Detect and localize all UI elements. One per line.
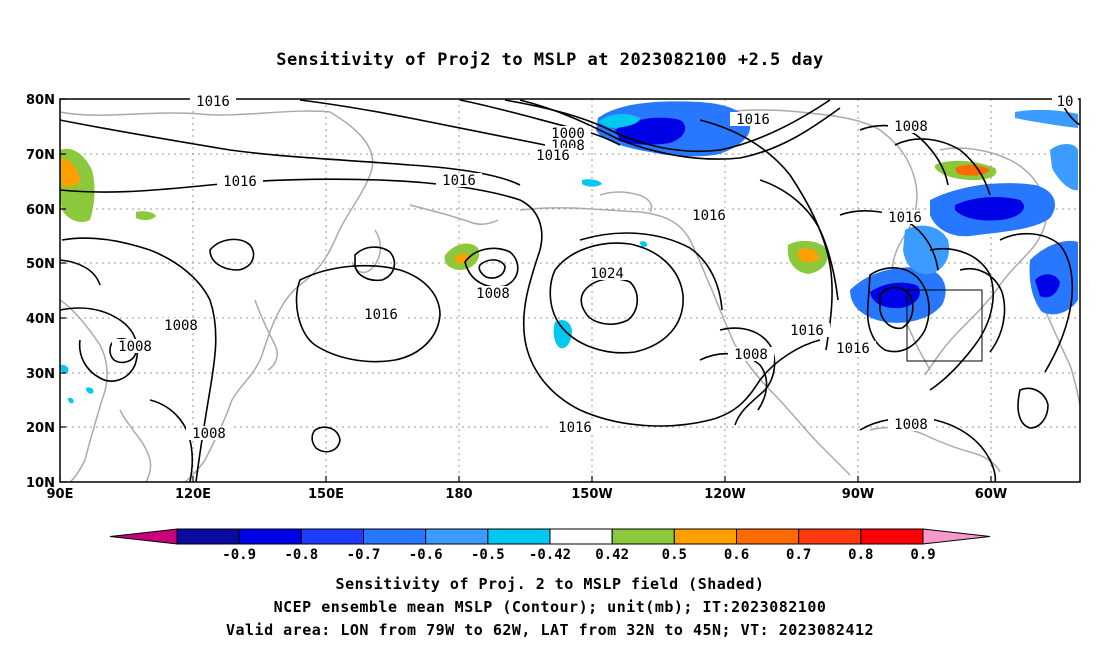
colorbar-label: 0.6 xyxy=(724,547,749,563)
shade-blob xyxy=(1050,144,1078,191)
lon-label: 150W xyxy=(571,487,612,502)
contour-label: 1008 xyxy=(164,318,198,334)
shade-blob xyxy=(60,158,80,187)
colorbar-swatch xyxy=(425,528,489,545)
shade-blob xyxy=(60,364,69,373)
colorbar-swatch xyxy=(736,528,800,545)
colorbar-label: -0.8 xyxy=(284,547,318,563)
colorbar-swatch xyxy=(176,528,240,545)
map-ticks xyxy=(59,98,992,483)
shade-blob xyxy=(955,197,1024,221)
shade-blob xyxy=(86,387,94,394)
shade-blob xyxy=(68,397,74,404)
colorbar-swatch xyxy=(798,528,862,545)
contour-label: 1016 xyxy=(888,210,922,226)
coastlines xyxy=(59,109,1081,483)
contour-label: 1008 xyxy=(192,426,226,442)
shade-blob xyxy=(640,241,648,247)
colorbar-swatch xyxy=(300,528,365,545)
caption-line-3: Valid area: LON from 79W to 62W, LAT fro… xyxy=(225,621,875,639)
colorbar-label: 0.7 xyxy=(786,547,811,563)
colorbar: -0.9 -0.8 -0.7 -0.6 -0.5 -0.42 0.42 0.5 0.6 0.7 0.… xyxy=(109,528,991,563)
colorbar-label: 0.42 xyxy=(595,547,629,563)
lon-label: 120W xyxy=(704,487,745,502)
map-border xyxy=(59,98,1081,483)
valid-area-box xyxy=(906,289,983,362)
lon-label: 90E xyxy=(47,487,74,502)
shade-blob xyxy=(553,320,572,349)
colorbar-swatch xyxy=(673,528,737,545)
colorbar-label: 0.9 xyxy=(910,547,935,563)
lon-labels: 90E 120E 150E 180 150W 120W 90W 60W xyxy=(47,487,1008,502)
colorbar-label: 0.5 xyxy=(662,547,687,563)
lat-label: 10N xyxy=(26,476,55,491)
colorbar-label: -0.9 xyxy=(222,547,256,563)
shade-blob xyxy=(1035,274,1060,298)
contour-label: 1008 xyxy=(476,286,510,302)
contour-label: 1008 xyxy=(734,347,768,363)
lat-label: 20N xyxy=(26,421,55,436)
contour-label: 1016 xyxy=(223,174,257,190)
lat-label: 80N xyxy=(26,93,55,108)
contour-label: 1016 xyxy=(836,341,870,357)
colorbar-swatch xyxy=(549,528,613,545)
colorbar-label: -0.5 xyxy=(471,547,505,563)
contour-label: 1016 xyxy=(790,323,824,339)
shade-blob xyxy=(598,113,640,128)
shade-blob xyxy=(582,179,602,187)
caption-line-2: NCEP ensemble mean MSLP (Contour); unit(… xyxy=(273,598,827,616)
colorbar-swatch xyxy=(611,528,675,545)
shade-blob xyxy=(798,248,820,263)
contour-labels: 1016 1016 1000 1008 1016 1016 1016 1008 … xyxy=(118,94,1074,442)
lat-label: 70N xyxy=(26,148,55,163)
contour-label: 1016 xyxy=(536,148,570,164)
contour-label: 1024 xyxy=(590,266,624,282)
contour-label: 1016 xyxy=(442,173,476,189)
contour-label: 1008 xyxy=(118,339,152,355)
colorbar-swatch xyxy=(238,528,302,545)
lat-label: 50N xyxy=(26,257,55,272)
caption-line-1: Sensitivity of Proj. 2 to MSLP field (Sh… xyxy=(335,575,765,593)
colorbar-label: -0.7 xyxy=(347,547,381,563)
shade-blob xyxy=(903,225,950,275)
contour-label: 1016 xyxy=(196,94,230,110)
contour-label: 1016 xyxy=(558,420,592,436)
colorbar-end-low xyxy=(109,528,178,545)
lat-label: 30N xyxy=(26,367,55,382)
colorbar-end-high xyxy=(922,528,991,545)
contour-label: 1016 xyxy=(364,307,398,323)
lon-label: 150E xyxy=(308,487,344,502)
colorbar-label: -0.6 xyxy=(409,547,443,563)
colorbar-swatch xyxy=(860,528,924,545)
map-title: Sensitivity of Proj2 to MSLP at 20230821… xyxy=(276,50,824,70)
colorbar-swatch xyxy=(363,528,427,545)
lon-label: 60W xyxy=(975,487,1007,502)
lat-label: 40N xyxy=(26,312,55,327)
lat-labels: 80N 70N 60N 50N 40N 30N 20N 10N xyxy=(26,93,55,491)
lon-label: 180 xyxy=(445,487,472,502)
colorbar-label: 0.8 xyxy=(848,547,873,563)
lat-label: 60N xyxy=(26,203,55,218)
contour-label: 10 xyxy=(1057,94,1074,110)
contour-label: 1016 xyxy=(692,208,726,224)
lon-label: 90W xyxy=(842,487,874,502)
lon-label: 120E xyxy=(175,487,211,502)
contour-label: 1016 xyxy=(736,112,770,128)
contour-label: 1008 xyxy=(894,119,928,135)
colorbar-label: -0.42 xyxy=(529,547,571,563)
shade-blob xyxy=(1015,109,1078,128)
shade-blob xyxy=(136,211,156,221)
contour-label: 1008 xyxy=(894,417,928,433)
colorbar-swatch xyxy=(487,528,551,545)
